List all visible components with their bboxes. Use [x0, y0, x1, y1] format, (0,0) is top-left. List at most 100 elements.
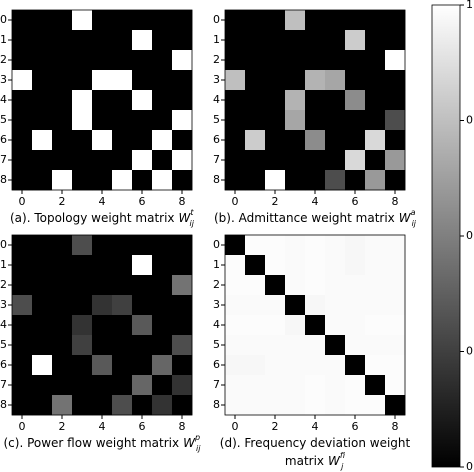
cell	[12, 295, 33, 316]
cell	[325, 355, 346, 376]
cell	[72, 315, 93, 336]
cell	[385, 50, 406, 71]
cell	[225, 295, 246, 316]
cell	[225, 275, 246, 296]
cell	[245, 30, 266, 51]
cell	[92, 90, 113, 111]
cell	[285, 70, 306, 91]
cell	[112, 170, 133, 191]
y-tick-label: 2	[0, 278, 7, 291]
cell	[285, 315, 306, 336]
cell	[285, 130, 306, 151]
y-tick-label: 1	[0, 33, 7, 46]
cell	[32, 275, 53, 296]
y-tick-label: 4	[0, 93, 7, 106]
cell	[152, 335, 173, 356]
cell	[325, 375, 346, 396]
cell	[12, 355, 33, 376]
cell	[285, 10, 306, 31]
cell	[112, 70, 133, 91]
cell	[325, 130, 346, 151]
cell	[72, 30, 93, 51]
cell	[132, 130, 153, 151]
cell	[132, 355, 153, 376]
cell	[132, 170, 153, 191]
cell	[365, 70, 386, 91]
cell	[152, 70, 173, 91]
x-tick-label: 8	[179, 420, 186, 433]
cell	[112, 110, 133, 131]
cell	[325, 335, 346, 356]
cell	[385, 315, 406, 336]
y-tick-label: 3	[213, 73, 220, 86]
cell	[345, 10, 366, 31]
cell	[225, 30, 246, 51]
cell	[345, 395, 366, 416]
cell	[285, 295, 306, 316]
cell	[265, 90, 286, 111]
cell	[72, 90, 93, 111]
cell	[112, 375, 133, 396]
cell	[365, 335, 386, 356]
y-tick-label: 6	[0, 358, 7, 371]
cell	[52, 30, 73, 51]
y-tick-label: 6	[213, 358, 220, 371]
cell	[172, 170, 193, 191]
cell	[305, 335, 326, 356]
cell	[225, 375, 246, 396]
cell	[132, 150, 153, 171]
cell	[112, 130, 133, 151]
cell	[52, 255, 73, 276]
cell	[345, 315, 366, 336]
cell	[12, 170, 33, 191]
cell	[325, 275, 346, 296]
cell	[152, 110, 173, 131]
cell	[132, 110, 153, 131]
y-tick-label: 4	[213, 318, 220, 331]
cell	[172, 275, 193, 296]
y-tick-label: 3	[213, 298, 220, 311]
superscript: f	[340, 451, 346, 460]
subscript: ij	[340, 462, 344, 471]
cell	[92, 295, 113, 316]
cell	[305, 355, 326, 376]
colorbar	[431, 4, 461, 468]
cell	[92, 170, 113, 191]
cell	[112, 295, 133, 316]
cell	[132, 275, 153, 296]
y-tick-label: 2	[213, 53, 220, 66]
cell	[385, 170, 406, 191]
x-tick-label: 2	[272, 420, 279, 433]
cell	[225, 90, 246, 111]
cell	[365, 395, 386, 416]
cell	[385, 90, 406, 111]
cell	[325, 90, 346, 111]
y-tick-label: 4	[0, 318, 7, 331]
y-tick-label: 8	[0, 398, 7, 411]
cell	[72, 110, 93, 131]
cell	[305, 130, 326, 151]
cell	[265, 335, 286, 356]
cell	[92, 150, 113, 171]
cell	[172, 235, 193, 256]
cell	[152, 10, 173, 31]
cell	[172, 110, 193, 131]
cell	[132, 255, 153, 276]
cell	[72, 355, 93, 376]
y-tick-label: 2	[213, 278, 220, 291]
cell	[152, 255, 173, 276]
cell	[225, 70, 246, 91]
colorbar-tick-label: 0.5	[466, 229, 474, 242]
cell	[365, 255, 386, 276]
x-tick-label: 0	[232, 420, 239, 433]
cell	[245, 275, 266, 296]
y-tick-label: 1	[0, 258, 7, 271]
cell	[152, 355, 173, 376]
cell	[12, 315, 33, 336]
x-tick-label: 6	[352, 420, 359, 433]
cell	[265, 70, 286, 91]
cell	[132, 90, 153, 111]
cell	[385, 150, 406, 171]
cell	[345, 355, 366, 376]
cell	[385, 70, 406, 91]
